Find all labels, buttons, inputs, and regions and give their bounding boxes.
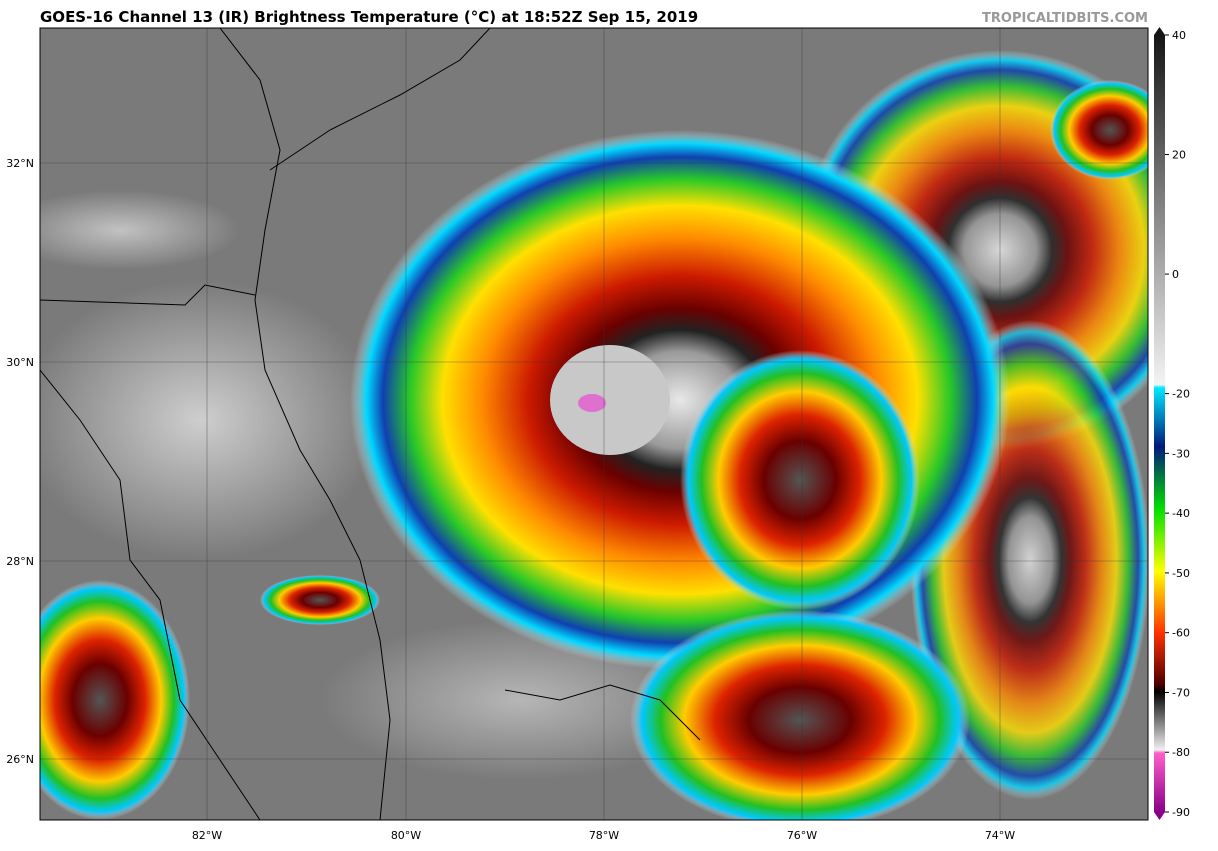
colorbar-tick-label: -90	[1172, 806, 1190, 819]
convective-cell	[260, 575, 380, 625]
colorbar-tick-label: 40	[1172, 29, 1186, 42]
latitude-label: 30°N	[6, 356, 34, 369]
coldest-tops	[578, 394, 606, 412]
latitude-label: 26°N	[6, 753, 34, 766]
colorbar-tick-label: 20	[1172, 149, 1186, 162]
eye-core	[550, 345, 670, 455]
latitude-label: 28°N	[6, 555, 34, 568]
colorbar-tick-label: -20	[1172, 388, 1190, 401]
longitude-label: 76°W	[787, 829, 817, 842]
colorbar-tick-label: 0	[1172, 268, 1179, 281]
longitude-label: 74°W	[985, 829, 1015, 842]
cloud	[40, 190, 240, 270]
hurricane	[350, 130, 1010, 670]
longitude-label: 82°W	[192, 829, 222, 842]
colorbar-tick-label: -30	[1172, 447, 1190, 460]
longitude-label: 78°W	[589, 829, 619, 842]
convective-cell	[1050, 80, 1148, 180]
colorbar-tick-label: -80	[1172, 746, 1190, 759]
graticule	[40, 28, 1148, 820]
map-frame	[39, 27, 1149, 821]
longitude-label: 80°W	[391, 829, 421, 842]
colorbar-tick-label: -50	[1172, 567, 1190, 580]
site-credit: TROPICALTIDBITS.COM	[982, 11, 1148, 26]
colorbar-extend-bottom	[1154, 812, 1165, 820]
colorbar-tick-label: -40	[1172, 507, 1190, 520]
coastline	[40, 28, 701, 820]
colorbar-tick-label: -60	[1172, 627, 1190, 640]
convective-cell	[680, 350, 920, 610]
map-image	[40, 28, 1148, 820]
colorbar-scale	[1154, 35, 1165, 812]
convective-cell	[40, 580, 190, 820]
cloud	[40, 280, 380, 560]
colorbar-tick-label: -70	[1172, 686, 1190, 699]
convective-cell	[630, 610, 970, 820]
latitude-label: 32°N	[6, 157, 34, 170]
title: GOES-16 Channel 13 (IR) Brightness Tempe…	[40, 8, 698, 26]
colorbar	[1154, 27, 1165, 820]
colorbar-extend-top	[1154, 27, 1165, 35]
